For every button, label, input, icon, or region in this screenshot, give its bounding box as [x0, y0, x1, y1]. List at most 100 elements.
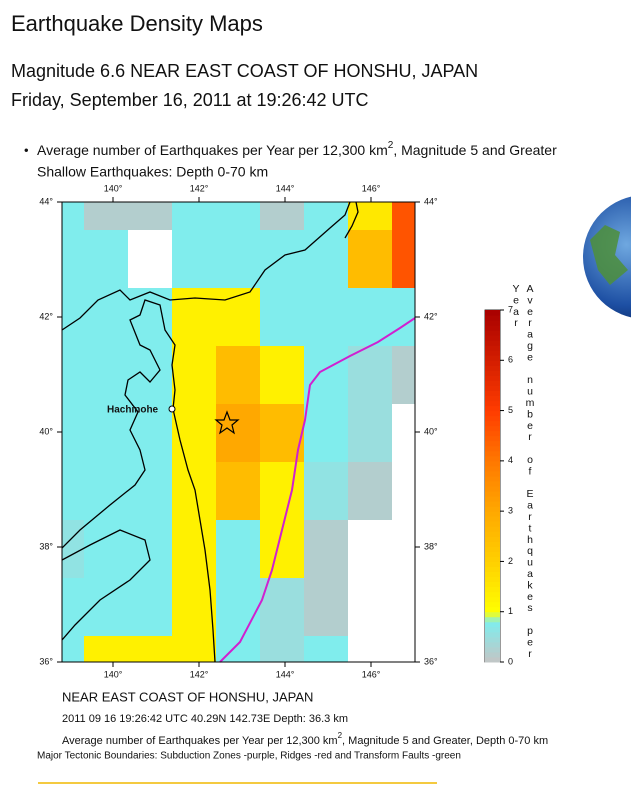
colorbar-swatch [485, 465, 500, 472]
colorbar-swatch [485, 531, 500, 537]
x-tick-label: 140° [104, 183, 123, 193]
colorbar-swatch [485, 365, 500, 371]
density-cell [62, 636, 84, 662]
colorbar-swatch [485, 601, 500, 608]
colorbar-swatch [485, 586, 500, 593]
density-cell [62, 202, 84, 230]
colorbar-swatch [485, 486, 500, 492]
colorbar-swatch [485, 375, 500, 381]
density-cell [348, 346, 392, 404]
colorbar-swatch [485, 455, 500, 462]
density-cell [216, 288, 260, 346]
x-tick-label: 142° [190, 183, 209, 193]
colorbar-swatch [485, 445, 500, 452]
colorbar-swatch [485, 385, 500, 391]
colorbar-swatch [485, 480, 500, 487]
density-cell [392, 230, 415, 288]
bullet: • [24, 142, 29, 157]
density-cell [216, 578, 260, 636]
density-cell [172, 202, 216, 230]
colorbar-tick-label: 3 [508, 506, 513, 516]
density-cell [304, 404, 348, 462]
colorbar-swatch [485, 475, 500, 482]
colorbar-swatch [485, 395, 500, 402]
density-cell [216, 346, 260, 404]
density-cell [84, 636, 128, 662]
subduction-zone [219, 317, 416, 663]
colorbar-swatch [485, 636, 500, 643]
colorbar-swatch [485, 420, 500, 427]
colorbar-swatch [485, 511, 500, 517]
density-cell [62, 462, 84, 520]
x-tick-label: 142° [190, 669, 209, 679]
colorbar-swatch [485, 611, 500, 618]
density-cell [260, 230, 304, 288]
colorbar-swatch [485, 581, 500, 588]
y-tick-label: 38° [424, 541, 438, 551]
colorbar-swatch [485, 541, 500, 547]
colorbar-swatch [485, 335, 500, 341]
density-cell [128, 462, 172, 520]
density-cell [172, 404, 216, 462]
density-cell [128, 202, 172, 230]
y-tick-label: 44° [39, 196, 53, 206]
caption-note-sup: 2 [338, 731, 343, 740]
colorbar-swatch [485, 430, 500, 437]
y-tick-label: 42° [39, 311, 53, 321]
colorbar-swatch [485, 526, 500, 532]
density-cell [216, 404, 260, 462]
colorbar-swatch [485, 506, 500, 512]
x-tick-label: 146° [362, 669, 381, 679]
density-cell [348, 288, 392, 346]
colorbar-tick-label: 7 [508, 304, 513, 314]
x-tick-label: 146° [362, 183, 381, 193]
colorbar-swatch [485, 626, 500, 633]
coastline-hokkaido-east [344, 202, 359, 239]
city-marker [168, 405, 176, 413]
density-cell [260, 288, 304, 346]
density-cell [304, 578, 348, 636]
colorbar-tick-label: 4 [508, 455, 513, 465]
colorbar-swatch [485, 516, 500, 522]
x-tick-label: 140° [104, 669, 123, 679]
y-tick-label: 36° [39, 656, 53, 666]
density-cell [348, 202, 392, 230]
density-cell [260, 202, 304, 230]
density-cell [392, 202, 415, 230]
colorbar-label: Average number of Earthquakes per Year [510, 283, 536, 660]
colorbar-swatch [485, 320, 500, 326]
colorbar-swatch [485, 641, 500, 648]
colorbar-tick-label: 0 [508, 656, 513, 666]
colorbar-swatch [485, 596, 500, 603]
density-cell [62, 230, 84, 288]
colorbar-swatch [485, 646, 500, 653]
density-cell [304, 346, 348, 404]
density-cell [62, 346, 84, 404]
intro-main: Average number of Earthquakes per Year p… [37, 142, 388, 158]
colorbar-swatch [485, 566, 500, 572]
density-cell [216, 202, 260, 230]
y-tick-label: 44° [424, 196, 438, 206]
density-cell [216, 520, 260, 578]
globe-land [590, 225, 628, 285]
density-cell [84, 404, 128, 462]
density-grid [62, 202, 415, 662]
colorbar-swatch [485, 576, 500, 583]
colorbar-swatch [485, 425, 500, 432]
y-tick-label: 40° [424, 426, 438, 436]
coastlines [62, 202, 359, 662]
colorbar-swatch [485, 405, 500, 412]
density-cell [172, 288, 216, 346]
colorbar-swatch [485, 546, 500, 552]
colorbar-swatch [485, 315, 500, 321]
density-cell [348, 462, 392, 520]
colorbar-swatch [485, 460, 500, 467]
caption-note-rest: , Magnitude 5 and Greater, Depth 0-70 km [342, 735, 548, 747]
colorbar-swatch [485, 415, 500, 422]
colorbar-tick-label: 5 [508, 405, 513, 415]
city-label: Hachinohe [107, 405, 159, 416]
colorbar-swatch [485, 350, 500, 356]
colorbar-swatch [485, 340, 500, 346]
